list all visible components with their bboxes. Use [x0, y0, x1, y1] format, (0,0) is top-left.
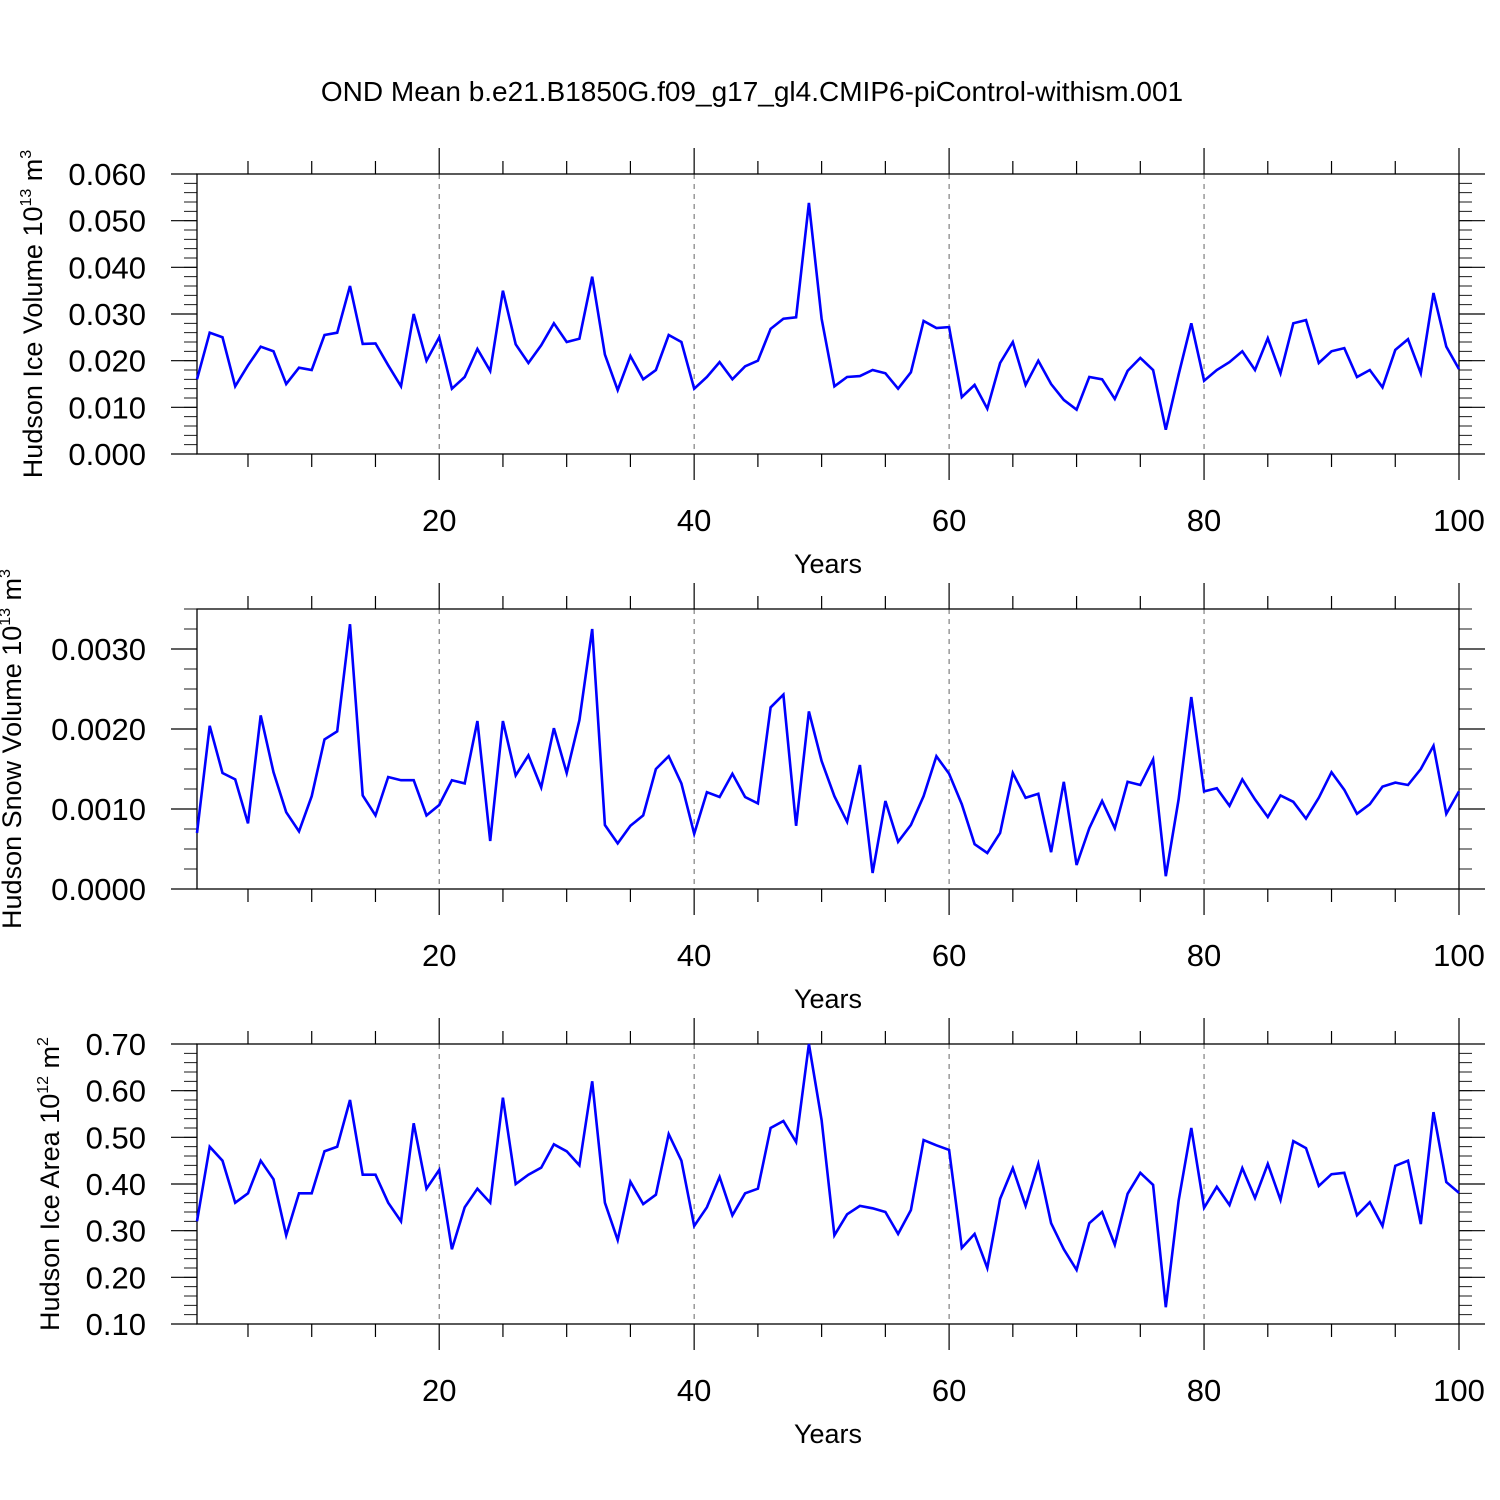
x-tick-label: 80 [1187, 1373, 1221, 1408]
y-label-unit-exp: 3 [0, 569, 14, 578]
x-tick-label: 20 [422, 938, 456, 973]
x-axis-label: Years [794, 1419, 862, 1449]
y-tick-label: 0.30 [86, 1214, 146, 1249]
y-tick-label: 0.40 [86, 1167, 146, 1202]
x-tick-label: 40 [677, 938, 711, 973]
x-tick-label: 20 [422, 503, 456, 538]
y-label-unit: m [18, 159, 48, 189]
y-label-unit-exp: 3 [18, 150, 35, 159]
y-tick-label: 0.0000 [51, 872, 146, 907]
y-label-exp: 13 [0, 608, 14, 626]
y-label-unit: m [35, 1046, 65, 1076]
y-tick-label: 0.040 [68, 250, 146, 285]
y-tick-label: 0.000 [68, 437, 146, 472]
chart-title: OND Mean b.e21.B1850G.f09_g17_gl4.CMIP6-… [321, 76, 1183, 107]
y-tick-label: 0.050 [68, 204, 146, 239]
y-label-unit: m [0, 578, 27, 608]
y-label-text: Hudson Snow Volume 10 [0, 626, 27, 929]
series-line [195, 1043, 1460, 1308]
y-tick-label: 0.70 [86, 1027, 146, 1062]
y-tick-label: 0.0010 [51, 792, 146, 827]
x-tick-label: 60 [932, 503, 966, 538]
x-tick-label: 60 [932, 1373, 966, 1408]
y-label-text: Hudson Ice Area 10 [35, 1094, 65, 1331]
x-tick-label: 40 [677, 1373, 711, 1408]
plot-frame [196, 173, 1460, 455]
y-axis-label: Hudson Snow Volume 1013 m3 [0, 569, 27, 929]
x-axis-label: Years [794, 984, 862, 1014]
x-tick-label: 20 [422, 1373, 456, 1408]
y-tick-label: 0.0020 [51, 712, 146, 747]
y-label-exp: 12 [35, 1076, 52, 1094]
x-tick-label: 100 [1433, 503, 1485, 538]
y-tick-label: 0.20 [86, 1260, 146, 1295]
series-line [195, 202, 1461, 430]
y-tick-label: 0.60 [86, 1074, 146, 1109]
y-label-unit-exp: 2 [35, 1037, 52, 1046]
panel-1: 0.000 0.010 0.020 0.030 0.040 0.050 0.060 20 40 6… [18, 148, 1485, 579]
y-tick-label: 0.50 [86, 1120, 146, 1155]
x-tick-label: 40 [677, 503, 711, 538]
y-tick-label: 0.0030 [51, 632, 146, 667]
x-tick-label: 80 [1187, 938, 1221, 973]
series-line [195, 624, 1461, 877]
y-axis-label: Hudson Ice Area 1012 m2 [35, 1037, 65, 1331]
y-tick-label: 0.060 [68, 157, 146, 192]
y-tick-label: 0.10 [86, 1307, 146, 1342]
x-tick-label: 60 [932, 938, 966, 973]
x-tick-label: 100 [1433, 938, 1485, 973]
y-tick-label: 0.030 [68, 297, 146, 332]
y-tick-label: 0.010 [68, 390, 146, 425]
y-axis-label: Hudson Ice Volume 1013 m3 [18, 150, 48, 478]
panel-3: 0.10 0.20 0.30 0.40 0.50 0.60 0.70 20 40 60 80 100 Y… [35, 1018, 1485, 1449]
y-label-text: Hudson Ice Volume 10 [18, 207, 48, 479]
x-tick-label: 80 [1187, 503, 1221, 538]
y-label-exp: 13 [18, 189, 35, 207]
x-tick-label: 100 [1433, 1373, 1485, 1408]
plot-frame [196, 608, 1460, 890]
y-tick-label: 0.020 [68, 344, 146, 379]
x-axis-label: Years [794, 549, 862, 579]
panel-2: 0.0000 0.0010 0.0020 0.0030 20 40 60 80 100 Years… [0, 569, 1485, 1014]
